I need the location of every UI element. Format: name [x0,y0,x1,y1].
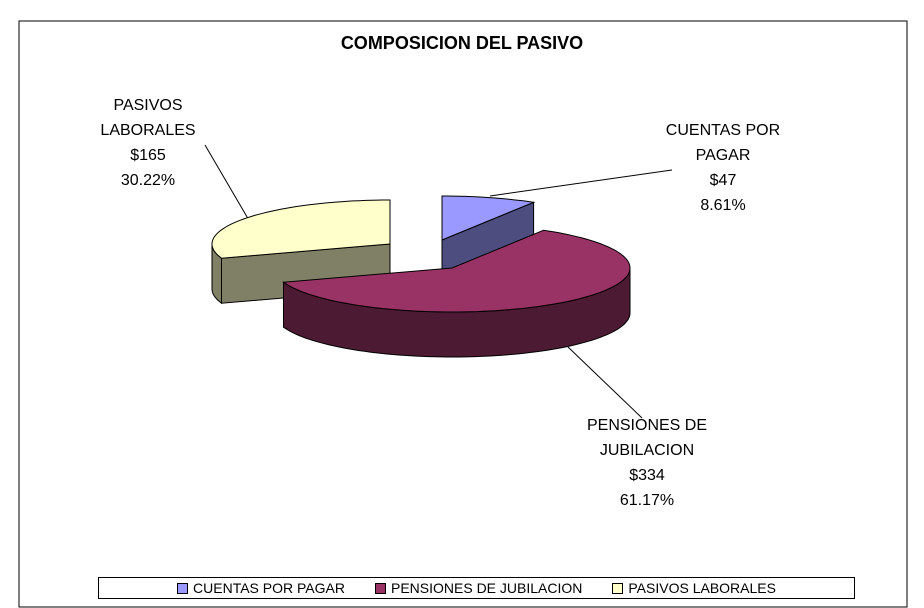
slice [441,195,536,241]
legend-item: PASIVOS LABORALES [612,580,776,596]
leader-line [204,144,251,223]
slice [282,229,631,313]
pie [211,195,631,358]
legend-label: CUENTAS POR PAGAR [193,580,345,596]
label-percent: 30.22% [120,172,176,189]
legend-swatch [612,582,624,594]
label-percent: 61.17% [619,492,675,509]
label-percent: 8.61% [700,197,746,214]
legend-item: CUENTAS POR PAGAR [177,580,345,596]
data-label: PASIVOS LABORALES $165 30.22% [88,93,208,193]
data-label: PENSIONES DE JUBILACION $334 61.17% [577,413,717,513]
data-label: CUENTAS POR PAGAR $47 8.61% [662,118,784,218]
label-category: CUENTAS POR PAGAR [665,122,781,164]
leader-line [567,346,643,419]
slice [211,199,391,259]
chart-title: COMPOSICION DEL PASIVO [340,33,584,53]
legend-label: PASIVOS LABORALES [628,580,776,596]
legend-item: PENSIONES DE JUBILACION [374,580,583,596]
legend-swatch [177,582,189,594]
label-value: $165 [130,147,166,164]
legend-swatch [374,582,386,594]
label-value: $334 [629,467,665,484]
leader-line [489,169,673,197]
label-category: PASIVOS LABORALES [100,97,196,139]
label-category: PENSIONES DE JUBILACION [586,417,708,459]
legend-label: PENSIONES DE JUBILACION [390,580,583,596]
legend: CUENTAS POR PAGAR PENSIONES DE JUBILACION… [98,577,855,599]
label-value: $47 [709,172,737,189]
